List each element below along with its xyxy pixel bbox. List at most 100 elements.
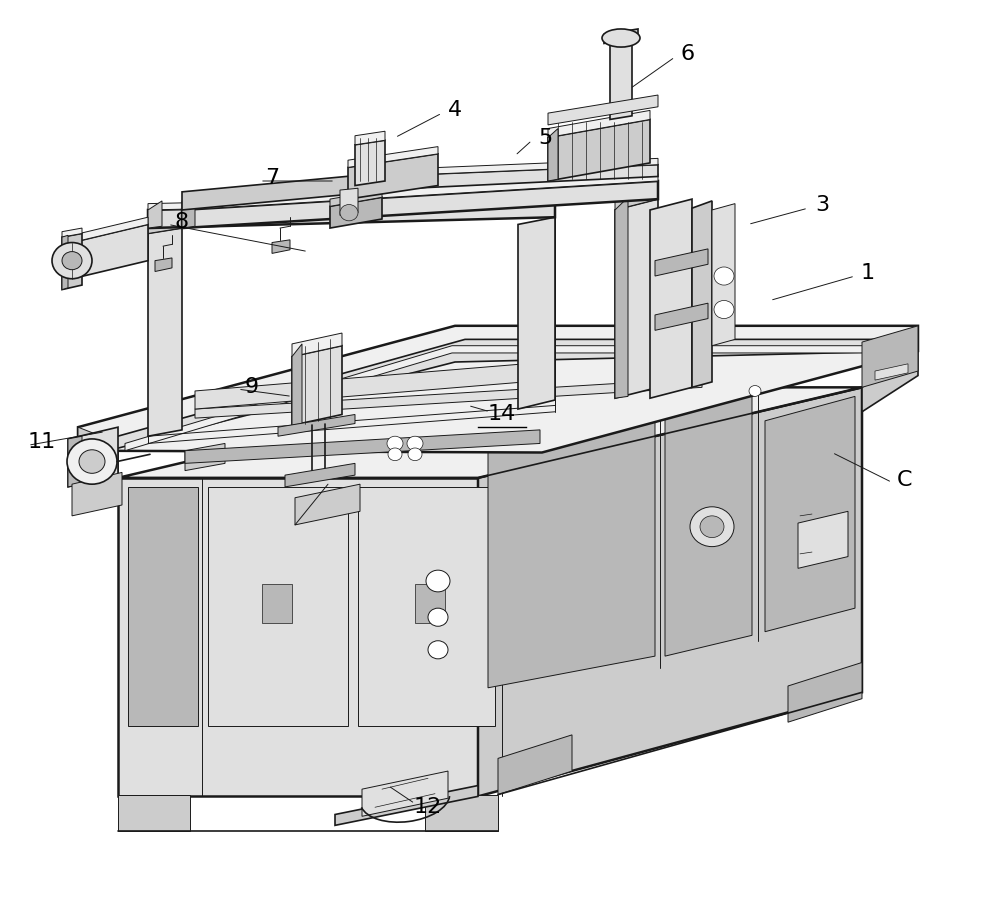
Polygon shape (262, 584, 292, 623)
Polygon shape (665, 394, 752, 656)
Polygon shape (650, 199, 692, 398)
Circle shape (714, 300, 734, 319)
Polygon shape (362, 771, 448, 816)
Circle shape (79, 450, 105, 473)
Polygon shape (155, 258, 172, 271)
Polygon shape (182, 201, 195, 228)
Polygon shape (148, 219, 182, 233)
Polygon shape (548, 129, 558, 181)
Polygon shape (548, 95, 658, 125)
Text: 9: 9 (245, 377, 259, 397)
Polygon shape (862, 351, 918, 412)
Polygon shape (278, 414, 355, 436)
Polygon shape (68, 427, 118, 487)
Polygon shape (875, 364, 908, 380)
Polygon shape (78, 427, 108, 451)
Polygon shape (348, 147, 438, 167)
Polygon shape (285, 463, 355, 487)
Polygon shape (295, 484, 360, 525)
Polygon shape (335, 786, 478, 825)
Polygon shape (498, 735, 572, 795)
Polygon shape (765, 396, 855, 632)
Polygon shape (292, 333, 342, 357)
Text: 4: 4 (448, 100, 462, 120)
Polygon shape (62, 235, 68, 290)
Text: 5: 5 (538, 128, 552, 148)
Polygon shape (798, 511, 848, 568)
Polygon shape (375, 174, 385, 190)
Polygon shape (78, 326, 918, 452)
Polygon shape (348, 154, 438, 199)
Polygon shape (148, 201, 555, 228)
Text: 3: 3 (815, 195, 829, 215)
Polygon shape (272, 240, 290, 253)
Circle shape (67, 439, 117, 484)
Polygon shape (68, 436, 82, 487)
Polygon shape (610, 41, 632, 119)
Polygon shape (78, 451, 118, 475)
Polygon shape (548, 110, 650, 138)
Circle shape (700, 516, 724, 538)
Polygon shape (62, 233, 82, 290)
Polygon shape (185, 430, 540, 463)
Polygon shape (655, 303, 708, 330)
Polygon shape (415, 584, 445, 623)
Polygon shape (692, 201, 712, 387)
Circle shape (714, 267, 734, 285)
Text: 6: 6 (681, 44, 695, 64)
Polygon shape (604, 29, 638, 43)
Circle shape (387, 436, 403, 451)
Polygon shape (330, 190, 382, 206)
Circle shape (388, 448, 402, 461)
Polygon shape (548, 119, 650, 181)
Polygon shape (118, 478, 478, 796)
Polygon shape (488, 396, 655, 688)
Circle shape (428, 608, 448, 626)
Polygon shape (195, 364, 525, 409)
Polygon shape (148, 195, 555, 210)
Circle shape (749, 386, 761, 396)
Polygon shape (355, 140, 385, 186)
Circle shape (690, 507, 734, 547)
Polygon shape (72, 217, 148, 243)
Polygon shape (118, 795, 190, 831)
Text: 14: 14 (488, 405, 516, 424)
Text: 7: 7 (265, 168, 279, 188)
Circle shape (408, 448, 422, 461)
Polygon shape (518, 217, 555, 409)
Polygon shape (615, 199, 658, 398)
Polygon shape (62, 228, 82, 237)
Polygon shape (72, 224, 148, 279)
Polygon shape (185, 443, 225, 471)
Polygon shape (355, 131, 385, 145)
Text: 11: 11 (28, 432, 56, 452)
Circle shape (52, 243, 92, 279)
Polygon shape (125, 346, 900, 451)
Polygon shape (182, 174, 375, 210)
Polygon shape (375, 158, 658, 176)
Polygon shape (292, 344, 302, 425)
Polygon shape (148, 201, 162, 228)
Text: C: C (897, 470, 913, 490)
Polygon shape (128, 487, 198, 726)
Polygon shape (208, 487, 348, 726)
Polygon shape (358, 487, 495, 726)
Polygon shape (908, 326, 918, 351)
Polygon shape (108, 339, 908, 451)
Polygon shape (655, 249, 708, 276)
Polygon shape (375, 165, 658, 190)
Polygon shape (182, 181, 658, 228)
Circle shape (340, 205, 358, 221)
Polygon shape (330, 197, 382, 228)
Polygon shape (862, 326, 918, 387)
Polygon shape (478, 387, 862, 796)
Polygon shape (72, 472, 122, 516)
Circle shape (428, 641, 448, 659)
Text: 8: 8 (175, 212, 189, 232)
Polygon shape (195, 378, 702, 418)
Text: 1: 1 (861, 263, 875, 283)
Polygon shape (182, 174, 658, 210)
Circle shape (407, 436, 423, 451)
Ellipse shape (602, 29, 640, 47)
Polygon shape (148, 228, 182, 436)
